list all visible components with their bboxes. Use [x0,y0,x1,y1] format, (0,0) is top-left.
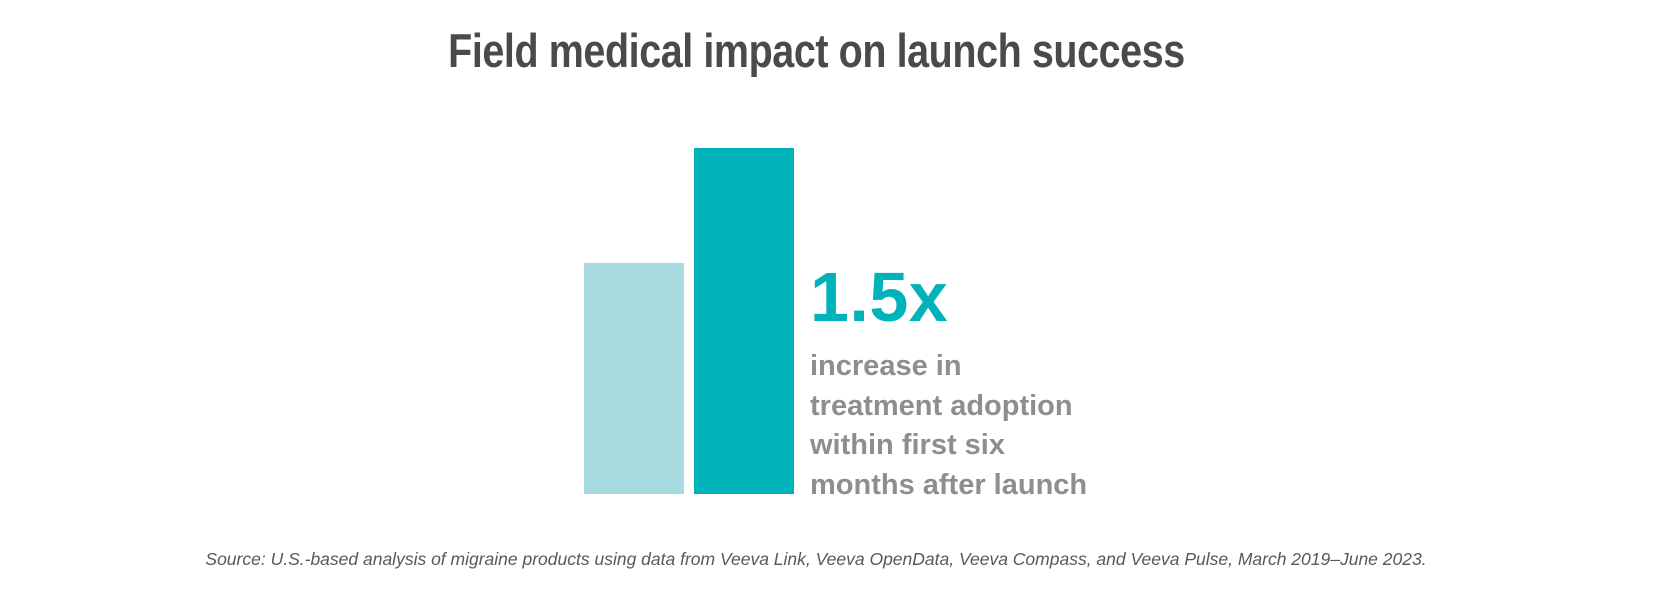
stat-description-line-3: within first six [810,429,1005,461]
chart-title-text: Field medical impact on launch success [447,24,1185,77]
stat-block: 1.5x increase in treatment adoption with… [810,258,1150,505]
chart-title: Field medical impact on launch success [0,26,1632,76]
bar-left [584,263,684,494]
source-note: Source: U.S.-based analysis of migraine … [205,549,1427,569]
stat-value: 1.5x [810,258,949,336]
bar-right [694,148,794,494]
stat-description-line-4: months after launch [810,468,1088,501]
stat-description-line-2: treatment adoption [810,389,1073,422]
stat-description-line-1: increase in [810,350,962,382]
bar-chart [584,148,794,494]
stat-description: increase in treatment adoption within fi… [810,347,1150,505]
